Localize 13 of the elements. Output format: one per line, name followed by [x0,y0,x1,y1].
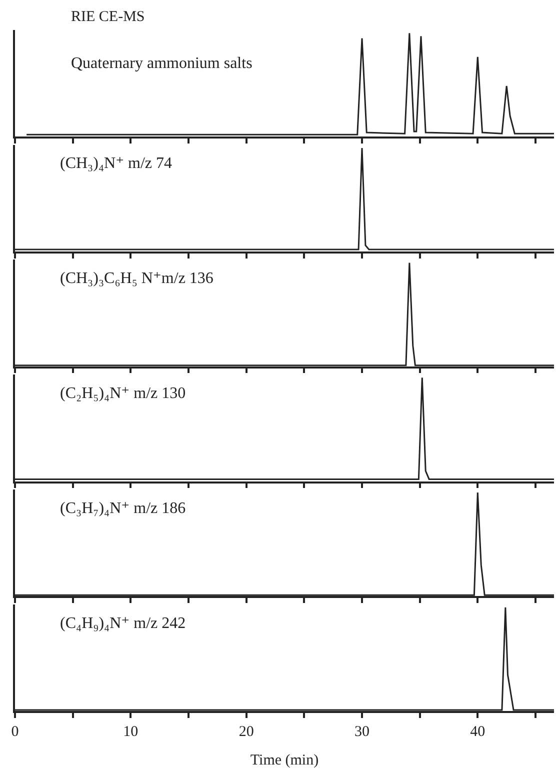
chart-title: RIE CE-MS [71,9,145,25]
chart-title: (C₃H₇)₄N⁺ m/z 186 [60,500,186,517]
x-tick-label: 10 [123,724,138,740]
chart-title: (CH₃)₃C₆H₅ N⁺m/z 136 [60,270,214,287]
x-tick-label: 40 [470,724,486,740]
text: (C₄H₉)₄N⁺ m/z 242 [60,615,186,632]
x-tick-label: 20 [238,724,254,740]
chart-title: (CH₃)₄N⁺ m/z 74 [60,155,172,172]
x-tick-label: 30 [354,724,370,740]
text: Quaternary ammonium salts [71,55,252,72]
x-axis-title: Time (min) [250,752,319,768]
chart-title: (C₂H₅)₄N⁺ m/z 130 [60,385,186,402]
x-tick-label: 0 [11,724,19,740]
